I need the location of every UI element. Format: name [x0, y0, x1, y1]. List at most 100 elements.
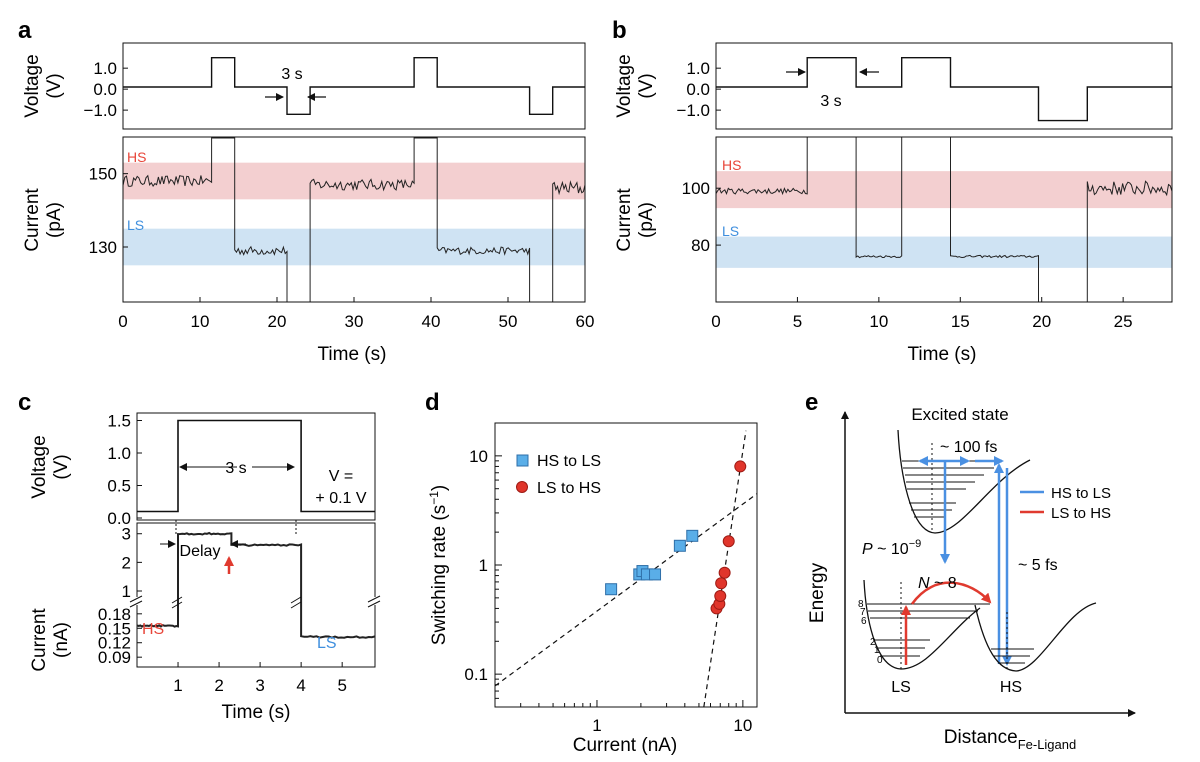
e-red-curve-arrow [910, 581, 992, 605]
a-3s-label: 3 s [281, 66, 302, 83]
panel-a-letter: a [18, 17, 32, 44]
hs-to-ls-point [673, 539, 686, 552]
d-legend-1: HS to LS [537, 453, 601, 470]
xtick-label: 10 [733, 716, 752, 735]
e-level-8: 8 [858, 599, 864, 610]
ytick-label: −1.0 [676, 101, 710, 120]
e-fs5-label: ~ 5 fs [1018, 557, 1058, 574]
c-voltage-ylabel-2: (V) [51, 454, 72, 479]
a-voltage-ylabel-1: Voltage [22, 54, 43, 117]
ytick-label: 1.0 [686, 59, 710, 78]
ytick-label: 0.0 [107, 509, 131, 528]
ytick-label: 0.0 [686, 80, 710, 99]
b-hs-label: HS [722, 157, 741, 173]
e-level-7: 7 [860, 607, 866, 618]
e-prob-label: P ~ 10−9 [862, 538, 921, 558]
ytick-label: 80 [691, 236, 710, 255]
ytick-label: 1 [479, 556, 488, 575]
a-current-ticks: 0 10 20 30 40 50 60 150 130 [89, 165, 595, 331]
c-xlabel: Time (s) [222, 702, 291, 723]
ytick-label: 1.5 [107, 412, 131, 431]
xtick-label: 30 [345, 312, 364, 331]
e-fs100-label: ~ 100 fs [940, 439, 997, 456]
xtick-label: 25 [1114, 312, 1133, 331]
b-ls-label: LS [722, 223, 739, 239]
c-axis-break-right [367, 595, 381, 608]
panel-b-letter: b [612, 17, 627, 44]
panel-e-letter: e [805, 389, 818, 416]
e-ls-label: LS [891, 679, 911, 696]
xtick-label: 0 [711, 312, 720, 331]
e-level-1: 1 [874, 645, 880, 656]
a-voltage-ylabel-2: (V) [44, 73, 65, 98]
a-current-ylabel-1: Current [22, 188, 43, 252]
d-legend: HS to LS LS to HS [516, 453, 601, 497]
ytick-label: −1.0 [83, 101, 117, 120]
c-current-ylabel-2: (nA) [51, 622, 72, 658]
e-level-0: 0 [877, 655, 883, 666]
ls-to-hs-point [734, 460, 747, 473]
d-ylabel: Switching rate (s−1) [427, 485, 450, 645]
ytick-label: 2 [122, 553, 131, 572]
b-voltage-ylabel-2: (V) [636, 73, 657, 98]
d-fit-lines [494, 430, 758, 708]
e-nlevel-label: N ~ 8 [918, 575, 957, 592]
a-ls-label: LS [127, 217, 144, 233]
ytick-label: 0.09 [98, 648, 131, 667]
xtick-label: 4 [296, 676, 305, 695]
e-hs-label: HS [1000, 679, 1022, 696]
panel-d-letter: d [425, 389, 440, 416]
a-ls-band [123, 228, 585, 266]
ytick-label: 150 [89, 165, 117, 184]
hs-to-ls-point [605, 583, 618, 596]
a-voltage-trace [123, 57, 585, 115]
c-current-trace [136, 531, 376, 639]
ytick-label: 10 [469, 447, 488, 466]
c-ls-label: LS [317, 635, 337, 652]
hs-to-ls-point [649, 568, 662, 581]
d-axis-ticks: 1 10 10 1 0.1 [464, 447, 752, 735]
e-title: Excited state [911, 405, 1008, 424]
xtick-label: 10 [869, 312, 888, 331]
xtick-label: 20 [268, 312, 287, 331]
xtick-label: 5 [793, 312, 802, 331]
b-voltage-yticks: 1.0 0.0 −1.0 [676, 59, 721, 120]
xtick-label: 3 [255, 676, 264, 695]
xtick-label: 40 [422, 312, 441, 331]
b-ls-band [716, 236, 1172, 268]
d-legend-circle [516, 481, 528, 493]
b-voltage-trace [716, 57, 1172, 122]
ls-to-hs-point [718, 566, 731, 579]
e-hs-well [974, 602, 1097, 672]
a-voltage-yticks: 1.0 0.0 −1.0 [83, 59, 128, 120]
ytick-label: 3 [122, 525, 131, 544]
a-hs-label: HS [127, 149, 146, 165]
c-voltage-trace [137, 419, 375, 513]
ls-to-hs-point [715, 577, 728, 590]
c-current-ylabel-1: Current [29, 608, 50, 672]
c-trace-break-2 [290, 596, 302, 609]
chart-a-voltage: 1.0 0.0 −1.0 Voltage (V) 3 s [22, 42, 586, 130]
c-v-note-2: + 0.1 V [315, 490, 366, 507]
e-level-6: 6 [861, 616, 867, 627]
ytick-label: 100 [682, 179, 710, 198]
ytick-label: 0.1 [464, 665, 488, 684]
xtick-label: 1 [592, 716, 601, 735]
ytick-label: 1.0 [107, 444, 131, 463]
e-excited-well [897, 429, 1031, 534]
ytick-label: 0.12 [98, 634, 131, 653]
e-ylabel: Energy [807, 562, 828, 623]
diagram-e: Energy DistanceFe-Ligand Excited state ~… [807, 405, 1136, 752]
xtick-label: 1 [173, 676, 182, 695]
c-v-note-1: V = [329, 468, 353, 485]
panel-c-letter: c [18, 389, 31, 416]
xtick-label: 60 [576, 312, 595, 331]
xtick-label: 20 [1032, 312, 1051, 331]
c-trace-break-1 [171, 596, 183, 609]
e-legend-blue-text: HS to LS [1051, 485, 1111, 502]
c-current-ticks: 3 2 1 0.180.150.120.09 1 2 3 4 5 [98, 525, 347, 695]
ytick-label: 130 [89, 238, 117, 257]
e-excited-levels [902, 460, 1003, 518]
xtick-label: 50 [499, 312, 518, 331]
xtick-label: 5 [337, 676, 346, 695]
